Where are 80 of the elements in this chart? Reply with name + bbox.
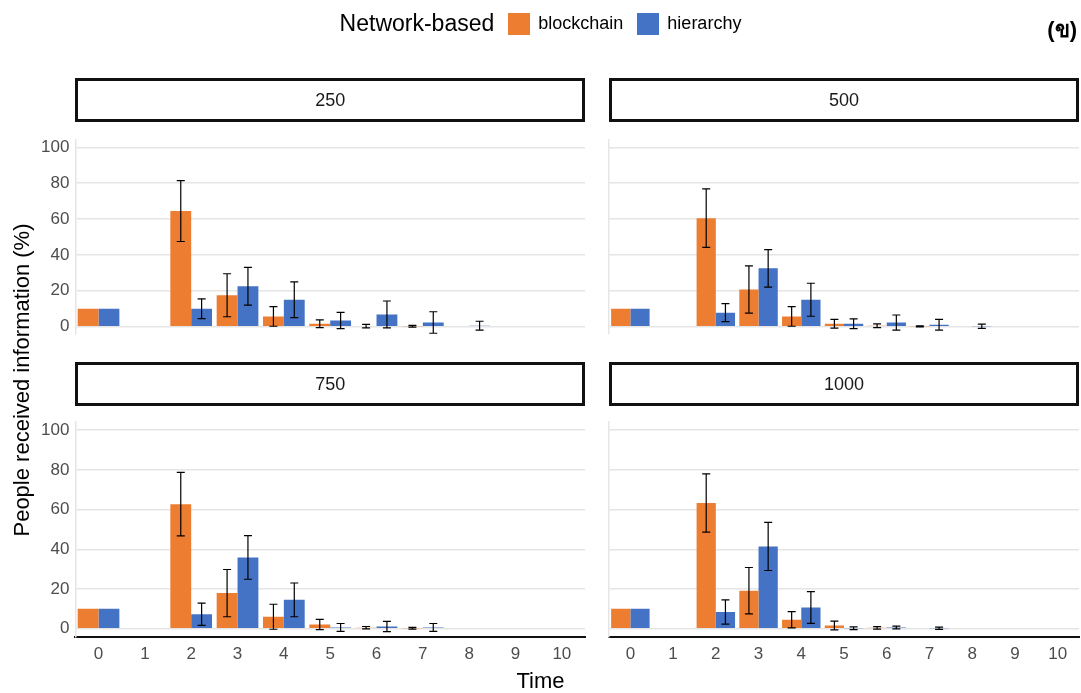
bar	[758, 546, 778, 628]
bar	[98, 608, 120, 628]
bar	[216, 593, 238, 628]
y-tick-label: 20	[50, 280, 70, 300]
x-tick-label: 5	[839, 644, 849, 664]
chart-title: 750	[75, 362, 585, 406]
x-tick-label: 5	[325, 644, 335, 664]
bar	[696, 503, 716, 628]
legend-title: Network-based	[339, 10, 495, 36]
x-tick-label: 7	[924, 644, 935, 664]
y-tick-label: 20	[50, 578, 70, 598]
y-tick-label: 40	[50, 244, 70, 264]
bar	[283, 599, 305, 628]
x-tick-label: 4	[279, 644, 289, 664]
bar	[77, 608, 99, 628]
x-tick-label: 8	[464, 644, 474, 664]
x-tick-label: 7	[418, 644, 428, 664]
x-tick-label: 2	[186, 644, 196, 664]
chart-title: 1000	[609, 362, 1079, 406]
bar	[191, 614, 213, 628]
x-tick-label: 3	[753, 644, 764, 664]
bar	[237, 286, 259, 326]
bar	[824, 625, 844, 628]
y-tick-label: 60	[50, 208, 70, 228]
x-tick-label: 8	[967, 644, 977, 664]
x-tick-label: 3	[232, 644, 243, 664]
bar	[309, 624, 331, 628]
text: (ข)	[1047, 16, 1077, 44]
bar	[715, 312, 736, 326]
bar	[739, 289, 759, 326]
bar	[263, 316, 284, 326]
bar	[170, 504, 192, 628]
y-axis-title: People received information (%)	[9, 222, 35, 539]
x-tick-label: 1	[140, 644, 150, 664]
y-tick-label: 0	[59, 618, 70, 638]
bar	[782, 316, 802, 326]
chart-title: 250	[75, 78, 585, 122]
bar	[739, 590, 759, 628]
bar	[696, 218, 716, 326]
bar	[376, 314, 398, 326]
bar	[98, 308, 120, 326]
bar	[170, 211, 192, 326]
x-tick-label: 9	[510, 644, 521, 664]
legend-label: hierarchy	[667, 13, 742, 33]
x-tick-label: 10	[552, 644, 572, 664]
legend-label: blockchain	[538, 13, 624, 33]
x-tick-label: 0	[93, 644, 104, 664]
bar	[758, 268, 778, 326]
x-tick-label: 0	[625, 644, 636, 664]
y-tick-label: 0	[59, 316, 70, 336]
y-tick-label: 100	[40, 419, 70, 439]
bar	[309, 323, 331, 326]
x-tick-label: 10	[1048, 644, 1068, 664]
bar	[611, 308, 631, 326]
y-tick-label: 100	[40, 137, 70, 157]
bar	[630, 308, 650, 326]
bar	[237, 557, 259, 628]
x-tick-label: 1	[668, 644, 678, 664]
y-tick-label: 60	[50, 499, 70, 519]
bar	[77, 308, 99, 326]
bar	[216, 295, 238, 326]
bar	[715, 611, 736, 628]
chart-title: 500	[609, 78, 1079, 122]
bar	[801, 607, 821, 628]
y-tick-label: 80	[50, 172, 70, 192]
y-tick-label: 80	[50, 459, 70, 479]
y-tick-label: 40	[50, 538, 70, 558]
x-tick-label: 4	[796, 644, 807, 664]
bar	[801, 299, 821, 326]
x-tick-label: 6	[371, 644, 382, 664]
bar	[630, 608, 650, 628]
bar	[191, 308, 213, 326]
bar	[330, 320, 352, 326]
bar	[283, 299, 305, 326]
x-tick-label: 6	[881, 644, 892, 664]
x-tick-label: 2	[711, 644, 721, 664]
bar	[611, 608, 631, 628]
x-axis-title: Time	[515, 668, 566, 693]
x-tick-label: 9	[1010, 644, 1020, 664]
bar	[263, 616, 284, 628]
